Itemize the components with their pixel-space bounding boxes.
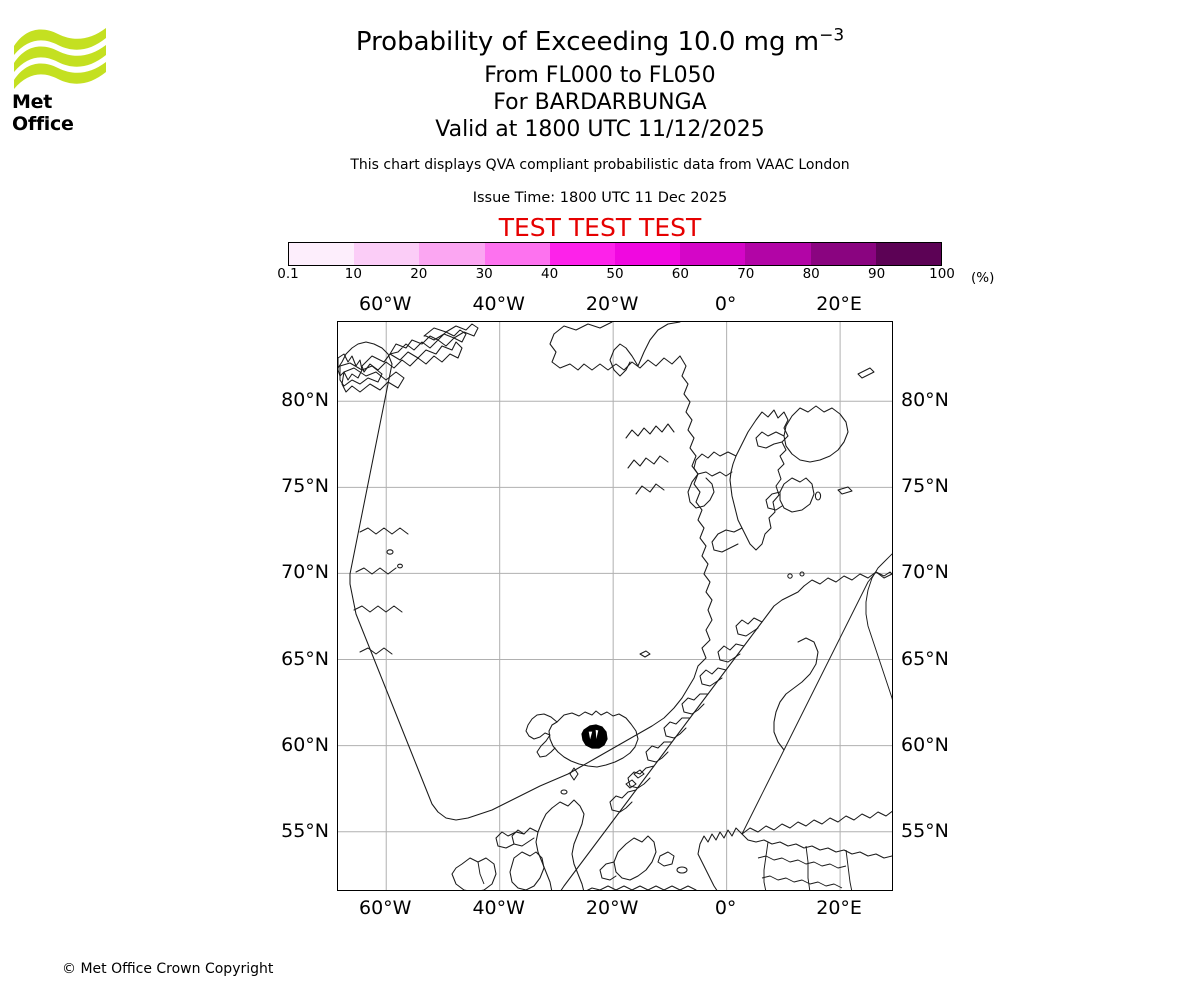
colorbar-band-5 bbox=[615, 243, 681, 265]
issue-time-label: Issue Time: 1800 UTC 11 Dec 2025 bbox=[472, 190, 728, 206]
colorbar-tick-70: 70 bbox=[737, 266, 755, 282]
met-office-wordmark: Met Office bbox=[12, 91, 74, 135]
page-title-text: Probability of Exceeding 10.0 mg m bbox=[355, 27, 820, 57]
colorbar-band-8 bbox=[810, 243, 876, 265]
lon-label-bottom-20: 20°E bbox=[816, 897, 862, 919]
colorbar-tick-0.1: 0.1 bbox=[277, 266, 299, 282]
compliance-note: This chart displays QVA compliant probab… bbox=[350, 157, 850, 173]
lon-label-top--40: 40°W bbox=[472, 293, 525, 315]
lon-label-bottom--20: 20°W bbox=[585, 897, 639, 919]
lat-label-right-65: 65°N bbox=[901, 647, 949, 670]
valid-time-subtitle: Valid at 1800 UTC 11/12/2025 bbox=[435, 117, 765, 142]
lat-label-left-75: 75°N bbox=[281, 475, 329, 498]
colorbar-bands bbox=[288, 242, 942, 266]
colorbar-tick-90: 90 bbox=[868, 266, 886, 282]
lat-label-right-60: 60°N bbox=[901, 733, 949, 756]
colorbar-tick-40: 40 bbox=[541, 266, 559, 282]
colorbar-tick-20: 20 bbox=[410, 266, 428, 282]
lat-label-left-55: 55°N bbox=[281, 819, 329, 842]
colorbar-tick-100: 100 bbox=[929, 266, 955, 282]
map-canvas bbox=[338, 322, 892, 890]
colorbar-band-3 bbox=[484, 243, 550, 265]
colorbar-band-2 bbox=[419, 243, 485, 265]
lat-label-right-55: 55°N bbox=[901, 819, 949, 842]
colorbar-tick-50: 50 bbox=[606, 266, 624, 282]
lon-label-top-0: 0° bbox=[714, 293, 737, 315]
map-gridlines bbox=[338, 322, 892, 890]
map-plot-area bbox=[337, 321, 893, 891]
lon-label-bottom--40: 40°W bbox=[472, 897, 525, 919]
colorbar-tick-10: 10 bbox=[344, 266, 362, 282]
lat-label-left-70: 70°N bbox=[281, 561, 329, 584]
colorbar-tick-80: 80 bbox=[802, 266, 820, 282]
lon-label-bottom-0: 0° bbox=[714, 897, 737, 919]
flight-level-subtitle: From FL000 to FL050 bbox=[484, 63, 716, 88]
lon-label-top--60: 60°W bbox=[358, 293, 412, 315]
copyright-notice: © Met Office Crown Copyright bbox=[62, 961, 274, 977]
lat-label-right-75: 75°N bbox=[901, 475, 949, 498]
probability-colorbar bbox=[288, 242, 942, 266]
colorbar-unit-label: (%) bbox=[971, 270, 995, 286]
colorbar-band-1 bbox=[354, 243, 420, 265]
lon-label-top--20: 20°W bbox=[585, 293, 639, 315]
colorbar-tick-30: 30 bbox=[475, 266, 493, 282]
colorbar-tick-60: 60 bbox=[671, 266, 689, 282]
colorbar-band-0 bbox=[289, 243, 355, 265]
colorbar-band-7 bbox=[745, 243, 811, 265]
lat-label-left-80: 80°N bbox=[281, 389, 329, 412]
lat-label-left-65: 65°N bbox=[281, 647, 329, 670]
met-office-logo: Met Office bbox=[12, 24, 108, 135]
page-title-exponent: −3 bbox=[819, 25, 845, 46]
test-banner: TEST TEST TEST bbox=[498, 213, 702, 242]
met-office-wave-mark bbox=[14, 28, 106, 89]
lat-label-left-60: 60°N bbox=[281, 733, 329, 756]
lon-label-top-20: 20°E bbox=[816, 293, 862, 315]
lat-label-right-80: 80°N bbox=[901, 389, 949, 412]
colorbar-band-6 bbox=[680, 243, 746, 265]
colorbar-band-9 bbox=[875, 243, 942, 265]
lon-label-bottom--60: 60°W bbox=[358, 897, 412, 919]
page-title: Probability of Exceeding 10.0 mg m−3 bbox=[0, 26, 1200, 58]
colorbar-band-4 bbox=[549, 243, 616, 265]
map-coastlines bbox=[338, 322, 892, 890]
map-frame bbox=[337, 321, 893, 891]
lat-label-right-70: 70°N bbox=[901, 561, 949, 584]
volcano-subtitle: For BARDARBUNGA bbox=[493, 90, 707, 115]
colorbar-tick-labels: 0.1 10 20 30 40 50 60 70 80 90 100 bbox=[0, 266, 1200, 288]
